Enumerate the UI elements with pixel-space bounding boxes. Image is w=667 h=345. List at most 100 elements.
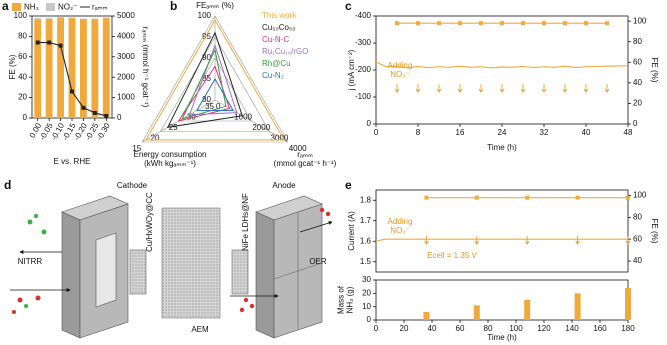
annotation: NO₃⁻ <box>390 226 409 235</box>
bar <box>34 18 42 20</box>
grid-line <box>141 15 289 143</box>
y-tick-label: -400 <box>355 11 372 20</box>
axis-title: Energy consumption <box>134 150 207 159</box>
plot-frame <box>375 15 629 125</box>
cathode-window <box>95 232 117 308</box>
bar <box>57 17 64 19</box>
axis-title: (kWh kgₐₘₘ⁻¹) <box>144 159 196 168</box>
x-tick-label: 80 <box>484 324 493 333</box>
x-tick-label: 0 <box>374 324 379 333</box>
x-tick-label: 16 <box>456 128 465 137</box>
molecule-atom <box>35 295 41 301</box>
radar-series <box>195 78 235 111</box>
legend-label: This work <box>262 11 297 20</box>
annotation: Ecell = 1.35 V <box>427 251 477 260</box>
bar <box>34 19 42 119</box>
cathode-catalyst-mesh <box>129 249 147 295</box>
axis-title: Current (A) <box>347 211 356 251</box>
legend-label: Rh@Cu <box>262 59 291 68</box>
diagram: d Cu/HxWOy@CC Cathode NITRR AEM NiFe LDH… <box>4 178 333 339</box>
bar <box>45 19 53 119</box>
molecule-atom <box>239 307 245 313</box>
y-tick-label: 40 <box>18 72 27 81</box>
molecules-o2 <box>239 207 331 313</box>
cathode-label: Cathode <box>117 181 148 190</box>
molecule-atom <box>319 207 325 213</box>
bar <box>68 17 76 19</box>
x-tick-label: 24 <box>498 128 507 137</box>
legend-label: NH₃ <box>24 3 39 12</box>
molecules-no3 <box>12 214 47 314</box>
molecule-atom <box>41 229 47 235</box>
axis-title: rₐₘₘ <box>297 150 313 159</box>
molecule-atom <box>24 304 28 308</box>
data-point <box>500 21 504 26</box>
event-arrow <box>541 84 547 93</box>
anode-reaction-label: OER <box>309 257 327 266</box>
bar <box>68 18 76 118</box>
panel-label: b <box>170 0 177 13</box>
axis-title: NH₃ (g) <box>346 286 355 313</box>
data-point <box>81 105 86 110</box>
data-point <box>575 195 580 200</box>
data-point <box>542 21 546 26</box>
radar-tick-label: 15 <box>132 144 141 153</box>
x-tick-label: 180 <box>621 324 635 333</box>
radar-tick-label: 30 <box>187 113 196 122</box>
x-tick-label: 8 <box>416 128 421 137</box>
plot-frame <box>375 189 629 273</box>
panel-label: c <box>345 0 352 13</box>
event-arrow <box>604 84 610 93</box>
data-point <box>474 195 479 200</box>
y-tick-label: 100 <box>14 11 28 20</box>
bar <box>91 18 99 20</box>
data-point <box>424 195 429 200</box>
y2-tick-label: 1000 <box>117 93 135 102</box>
radar-tick-label: 35 <box>205 102 214 111</box>
o2-arrow <box>299 221 333 233</box>
x-tick-label: 120 <box>537 324 551 333</box>
event-arrow <box>436 84 442 93</box>
molecule-atom <box>243 297 249 303</box>
y-tick-label: 20 <box>362 288 371 297</box>
axis-title: (mmol gcat⁻¹ h⁻¹) <box>274 159 337 168</box>
event-arrow <box>583 84 589 93</box>
y-tick-label: 60 <box>18 52 27 61</box>
bar <box>423 312 430 320</box>
radar-series <box>166 31 243 128</box>
data-point <box>416 21 420 26</box>
y2-tick-label: 20 <box>633 99 642 108</box>
y-tick-label: 10 <box>362 302 371 311</box>
panel-label: d <box>4 178 11 192</box>
event-arrow <box>562 84 568 93</box>
radar-series <box>188 43 238 116</box>
bar <box>625 288 631 320</box>
plot-frame <box>375 279 629 321</box>
y2-tick-label: 60 <box>633 234 642 243</box>
data-point <box>563 21 567 26</box>
bar <box>91 19 99 119</box>
y2-tick-label: 100 <box>633 191 647 200</box>
data-point <box>395 21 399 26</box>
bar <box>102 18 110 118</box>
event-arrow <box>415 84 421 93</box>
x-tick-label: 140 <box>565 324 579 333</box>
axis-title: rₐₘₘ (mmol h⁻¹ gcat⁻¹) <box>141 27 150 108</box>
anode-side <box>255 211 275 339</box>
annotation: NO₃⁻ <box>390 70 409 79</box>
y2-tick-label: 100 <box>633 16 647 25</box>
x-tick-label: 48 <box>624 128 633 137</box>
y-tick-label: -100 <box>355 92 372 101</box>
y2-tick-label: 0 <box>117 113 122 122</box>
x-tick-label: 0 <box>374 128 379 137</box>
panel-label: a <box>2 0 9 13</box>
molecule-atom <box>17 297 23 303</box>
bar <box>102 17 110 19</box>
x-tick-label: 60 <box>456 324 465 333</box>
x-tick-label: 160 <box>593 324 607 333</box>
y-tick-label: -200 <box>355 65 372 74</box>
radar-tick-label: 2000 <box>252 123 270 132</box>
legend-label: Cu-N₃ <box>262 71 284 80</box>
x-tick-label: 40 <box>428 324 437 333</box>
